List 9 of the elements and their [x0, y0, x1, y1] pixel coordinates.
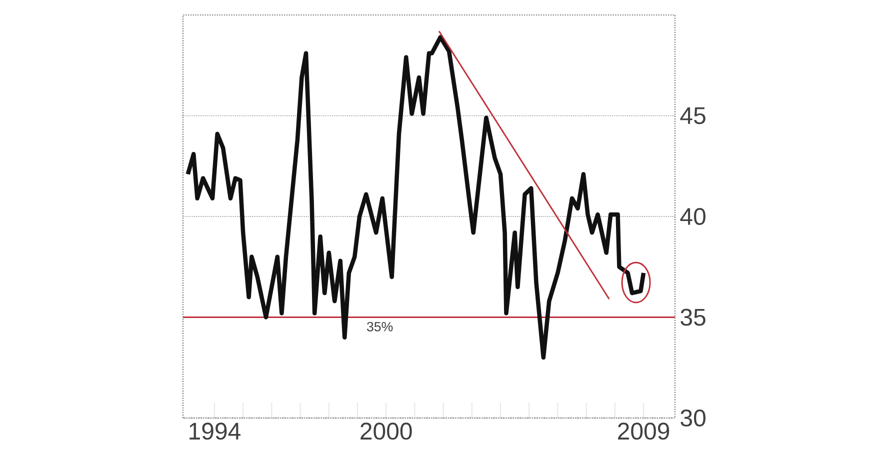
y-tick-label: 40: [680, 208, 706, 225]
line-series: [186, 35, 646, 360]
y-tick-label: 45: [680, 107, 706, 124]
ref-line-label: 35%: [366, 322, 393, 332]
x-tick-label: 2009: [618, 422, 670, 440]
x-tick-label: 1994: [190, 422, 240, 440]
x-tick-label: 2000: [360, 422, 412, 440]
y-tick-label: 35: [680, 308, 706, 326]
y-tick-label: 30: [680, 409, 706, 426]
